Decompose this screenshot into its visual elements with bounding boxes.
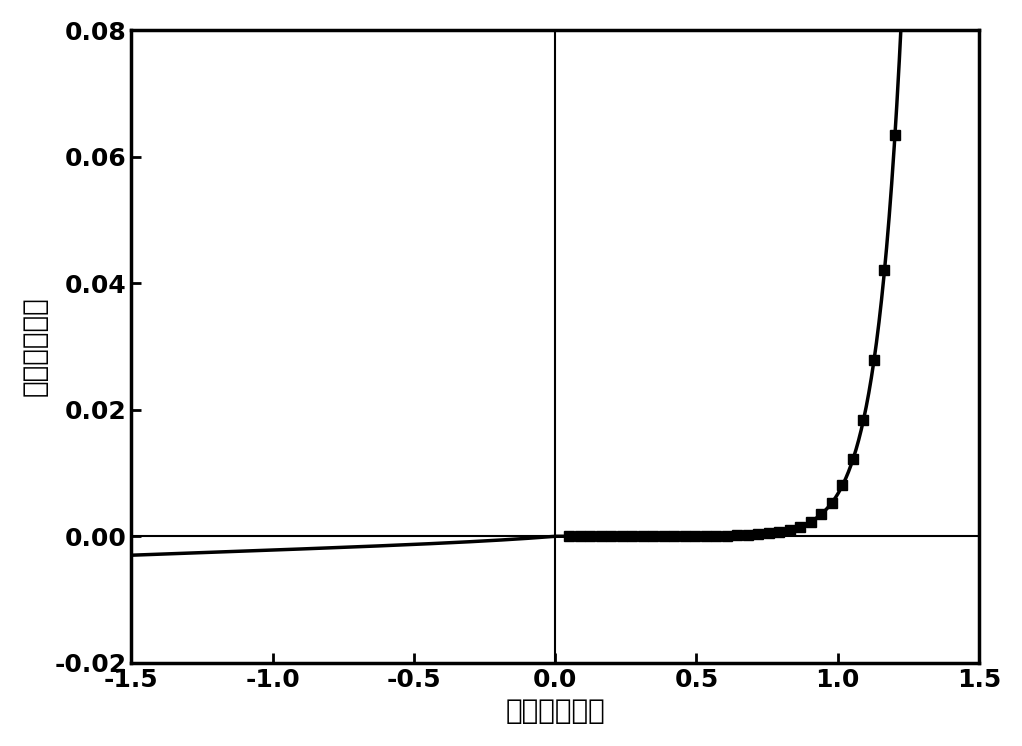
Y-axis label: 电流（安培）: 电流（安培） (20, 297, 49, 396)
X-axis label: 电压（伏特）: 电压（伏特） (505, 698, 605, 725)
